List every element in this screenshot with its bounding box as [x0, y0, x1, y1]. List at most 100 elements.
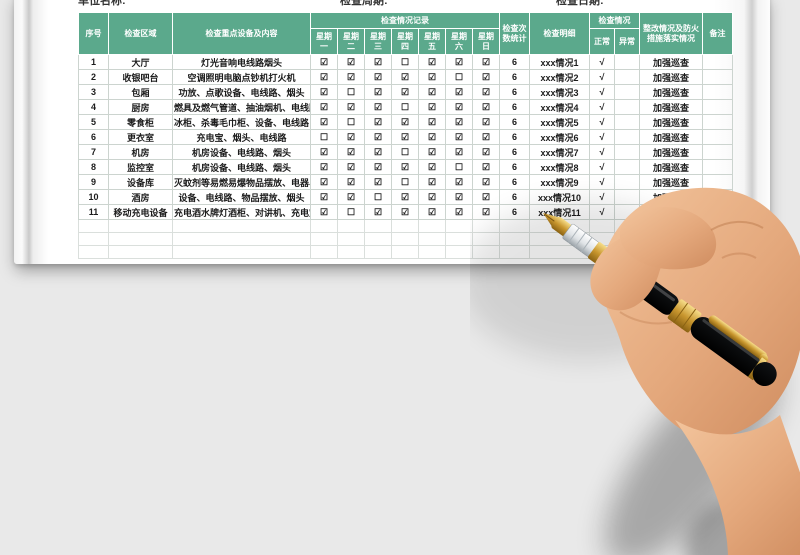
weekday-checkbox[interactable]: ☑	[391, 84, 419, 100]
weekday-checkbox[interactable]: ☐	[445, 69, 473, 85]
weekday-checkbox[interactable]: ☑	[310, 99, 338, 115]
weekday-checkbox[interactable]: ☑	[418, 204, 446, 220]
area-cell: 机房	[108, 144, 173, 160]
weekday-checkbox[interactable]: ☑	[337, 69, 365, 85]
weekday-checkbox[interactable]: ☑	[418, 144, 446, 160]
weekday-checkbox[interactable]: ☑	[310, 54, 338, 70]
weekday-checkbox[interactable]: ☑	[391, 129, 419, 145]
weekday-checkbox[interactable]: ☑	[364, 174, 392, 190]
weekday-checkbox[interactable]: ☐	[445, 159, 473, 175]
empty-cell	[445, 219, 473, 233]
seq-cell: 6	[78, 129, 109, 145]
weekday-checkbox[interactable]: ☑	[310, 144, 338, 160]
content-cell: 机房设备、电线路、烟头	[172, 144, 311, 160]
weekday-checkbox[interactable]: ☑	[391, 159, 419, 175]
weekday-checkbox[interactable]: ☑	[310, 69, 338, 85]
content-cell: 功放、点歌设备、电线路、烟头	[172, 84, 311, 100]
weekday-checkbox[interactable]: ☑	[337, 144, 365, 160]
count-cell: 6	[499, 69, 530, 85]
weekday-checkbox[interactable]: ☑	[391, 114, 419, 130]
weekday-checkbox[interactable]: ☑	[310, 114, 338, 130]
weekday-checkbox[interactable]: ☑	[472, 69, 500, 85]
weekday-checkbox[interactable]: ☑	[364, 114, 392, 130]
weekday-checkbox[interactable]: ☑	[364, 129, 392, 145]
weekday-checkbox[interactable]: ☑	[337, 174, 365, 190]
weekday-checkbox[interactable]: ☑	[364, 99, 392, 115]
weekday-checkbox[interactable]: ☑	[445, 174, 473, 190]
weekday-checkbox[interactable]: ☑	[310, 174, 338, 190]
weekday-checkbox[interactable]: ☑	[364, 204, 392, 220]
content-cell: 燃具及燃气管道、抽油烟机、电线路、开水器	[172, 99, 311, 115]
weekday-checkbox[interactable]: ☑	[310, 159, 338, 175]
weekday-checkbox[interactable]: ☑	[445, 114, 473, 130]
weekday-checkbox[interactable]: ☑	[445, 99, 473, 115]
weekday-checkbox[interactable]: ☑	[310, 204, 338, 220]
weekday-checkbox[interactable]: ☐	[337, 114, 365, 130]
weekday-checkbox[interactable]: ☑	[418, 69, 446, 85]
empty-cell	[418, 232, 446, 246]
weekday-checkbox[interactable]: ☑	[445, 54, 473, 70]
weekday-checkbox[interactable]: ☑	[337, 189, 365, 205]
weekday-checkbox[interactable]: ☑	[364, 54, 392, 70]
weekday-checkbox[interactable]: ☐	[310, 129, 338, 145]
weekday-checkbox[interactable]: ☑	[472, 114, 500, 130]
weekday-checkbox[interactable]: ☑	[364, 69, 392, 85]
weekday-checkbox[interactable]: ☑	[418, 99, 446, 115]
weekday-checkbox[interactable]: ☑	[445, 129, 473, 145]
rectify-cell: 加强巡查	[639, 99, 703, 115]
empty-cell	[391, 232, 419, 246]
weekday-checkbox[interactable]: ☑	[445, 84, 473, 100]
empty-cell	[310, 232, 338, 246]
weekday-checkbox[interactable]: ☑	[310, 189, 338, 205]
weekday-checkbox[interactable]: ☑	[472, 99, 500, 115]
weekday-checkbox[interactable]: ☑	[364, 159, 392, 175]
weekday-checkbox[interactable]: ☑	[418, 54, 446, 70]
empty-cell	[445, 245, 473, 259]
weekday-checkbox[interactable]: ☐	[391, 174, 419, 190]
seq-cell: 8	[78, 159, 109, 175]
weekday-checkbox[interactable]: ☑	[418, 114, 446, 130]
weekday-checkbox[interactable]: ☑	[391, 69, 419, 85]
weekday-checkbox[interactable]: ☑	[337, 99, 365, 115]
table-row: 2 收银吧台 空调照明电脑点钞机打火机 ☑ ☑ ☑ ☑ ☑ ☐ ☑ 6 xxx情况2 √ 加强巡查	[78, 69, 733, 85]
weekday-checkbox[interactable]: ☑	[337, 54, 365, 70]
weekday-checkbox[interactable]: ☑	[418, 174, 446, 190]
weekday-checkbox[interactable]: ☑	[472, 54, 500, 70]
weekday-checkbox[interactable]: ☑	[418, 189, 446, 205]
empty-cell	[78, 245, 109, 259]
weekday-checkbox[interactable]: ☑	[445, 204, 473, 220]
weekday-checkbox[interactable]: ☐	[337, 84, 365, 100]
header-thursday: 星期四	[391, 28, 419, 55]
normal-cell: √	[589, 114, 615, 130]
area-cell: 大厅	[108, 54, 173, 70]
weekday-checkbox[interactable]: ☑	[472, 84, 500, 100]
weekday-checkbox[interactable]: ☑	[337, 159, 365, 175]
weekday-checkbox[interactable]: ☑	[445, 144, 473, 160]
header-status-group: 检查情况	[589, 12, 640, 29]
table-row: 9设备库灭蚊剂等易燃易爆物品摆放、电器、点路线☑☑☑☐☑☑☑6xxx情况9√加强…	[78, 174, 733, 190]
abnormal-cell	[614, 84, 640, 100]
weekday-checkbox[interactable]: ☑	[391, 189, 419, 205]
weekday-checkbox[interactable]: ☐	[391, 54, 419, 70]
weekday-checkbox[interactable]: ☑	[364, 144, 392, 160]
weekday-checkbox[interactable]: ☐	[337, 204, 365, 220]
weekday-checkbox[interactable]: ☑	[391, 204, 419, 220]
finger-crease	[721, 252, 757, 259]
content-cell: 冰柜、杀毒毛巾柜、设备、电线路	[172, 114, 311, 130]
weekday-checkbox[interactable]: ☑	[418, 84, 446, 100]
empty-cell	[172, 245, 311, 259]
table-row: 4厨房燃具及燃气管道、抽油烟机、电线路、开水器☑☑☑☐☑☑☑6xxx情况4√加强…	[78, 99, 733, 115]
weekday-checkbox[interactable]: ☑	[445, 189, 473, 205]
count-cell: 6	[499, 84, 530, 100]
weekday-checkbox[interactable]: ☐	[391, 144, 419, 160]
weekday-checkbox[interactable]: ☐	[391, 99, 419, 115]
empty-cell	[108, 245, 173, 259]
weekday-checkbox[interactable]: ☑	[310, 84, 338, 100]
weekday-checkbox[interactable]: ☑	[418, 129, 446, 145]
weekday-checkbox[interactable]: ☑	[364, 84, 392, 100]
weekday-checkbox[interactable]: ☑	[337, 129, 365, 145]
table-row: 1 大厅 灯光音响电线路烟头 ☑ ☑ ☑ ☐ ☑ ☑ ☑ 6 xxx情况1 √ 加强巡查	[78, 54, 733, 70]
weekday-checkbox[interactable]: ☐	[364, 189, 392, 205]
weekday-checkbox[interactable]: ☑	[418, 159, 446, 175]
